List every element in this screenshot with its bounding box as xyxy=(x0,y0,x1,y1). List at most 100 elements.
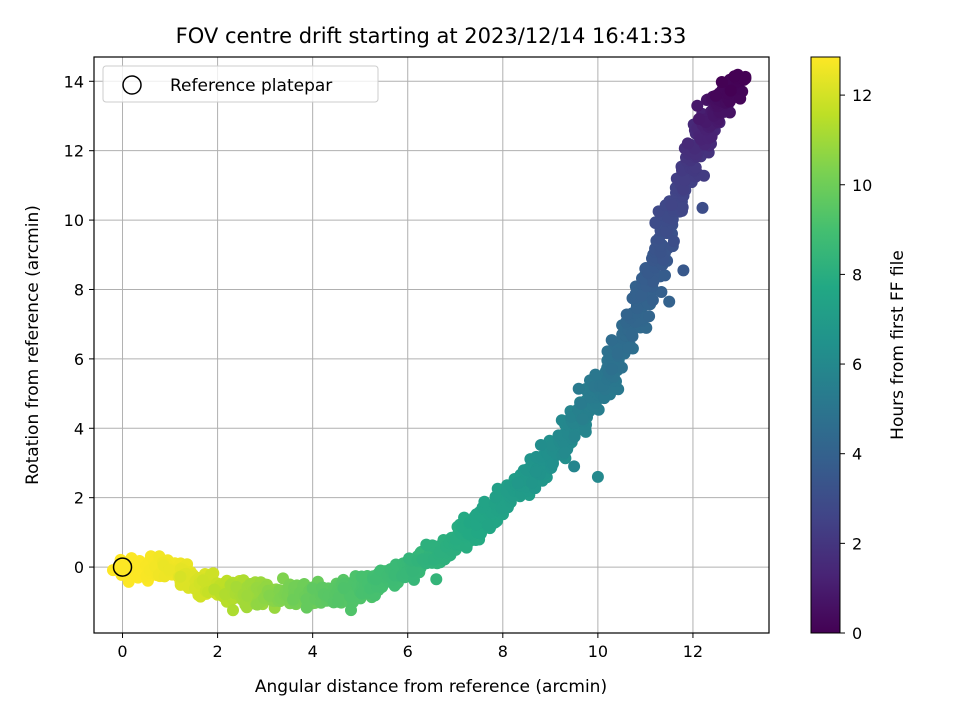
y-tick-label: 10 xyxy=(64,211,84,230)
data-point xyxy=(163,563,176,576)
y-tick-label: 2 xyxy=(74,489,84,508)
data-point xyxy=(227,604,239,617)
data-point xyxy=(724,84,737,97)
data-point xyxy=(643,310,656,323)
colorbar-tick-label: 8 xyxy=(852,265,862,284)
data-point xyxy=(420,538,433,551)
y-axis: 0 2 4 6 8 10 12 14 xyxy=(64,72,94,577)
data-point xyxy=(306,582,319,595)
data-point xyxy=(481,519,494,532)
colorbar-tick-label: 2 xyxy=(852,534,862,553)
data-point xyxy=(337,582,350,595)
data-point xyxy=(665,199,678,211)
data-point xyxy=(677,264,690,277)
data-point xyxy=(693,113,705,125)
data-point xyxy=(208,583,221,596)
data-point xyxy=(205,568,217,581)
x-axis: 0 2 4 6 8 10 12 xyxy=(117,633,703,661)
x-tick-label: 6 xyxy=(403,642,413,661)
data-point xyxy=(681,137,694,150)
data-point xyxy=(589,368,602,381)
data-point xyxy=(534,439,547,451)
chart-title: FOV centre drift starting at 2023/12/14 … xyxy=(176,24,687,48)
data-point xyxy=(715,76,728,88)
data-point xyxy=(655,286,668,298)
data-point xyxy=(576,413,589,426)
data-point xyxy=(511,477,524,489)
x-tick-label: 4 xyxy=(308,642,318,661)
data-point xyxy=(709,89,722,102)
data-point xyxy=(635,289,648,302)
data-point xyxy=(598,392,611,405)
data-point xyxy=(622,342,635,354)
data-point xyxy=(728,70,741,83)
colorbar-tick-label: 6 xyxy=(852,355,862,374)
x-tick-label: 10 xyxy=(588,642,608,661)
data-point xyxy=(547,457,559,470)
data-point xyxy=(572,382,585,395)
data-point xyxy=(478,495,491,508)
colorbar-ticks: 0 2 4 6 8 10 12 xyxy=(840,86,872,643)
colorbar-tick-label: 0 xyxy=(852,624,862,643)
plot-frame xyxy=(93,56,770,634)
data-point xyxy=(230,580,243,593)
data-point xyxy=(568,430,581,443)
data-point xyxy=(529,465,542,478)
data-point xyxy=(174,570,187,583)
colorbar-tick-label: 4 xyxy=(852,445,862,464)
data-point xyxy=(647,275,660,288)
data-point xyxy=(676,201,689,214)
data-point xyxy=(430,573,443,586)
legend-label: Reference platepar xyxy=(170,76,332,96)
data-point xyxy=(677,183,690,196)
x-tick-label: 2 xyxy=(212,642,222,661)
data-point xyxy=(491,482,504,495)
data-point xyxy=(462,527,475,540)
data-point xyxy=(558,446,571,459)
data-point xyxy=(615,361,628,374)
data-point xyxy=(696,201,709,214)
colorbar-label: Hours from first FF file xyxy=(888,250,908,440)
data-point xyxy=(333,591,345,604)
data-point xyxy=(667,235,680,248)
x-tick-label: 12 xyxy=(683,642,703,661)
data-point xyxy=(691,99,704,112)
data-point xyxy=(568,460,581,473)
x-tick-label: 8 xyxy=(498,642,508,661)
data-point xyxy=(345,604,357,617)
y-tick-label: 0 xyxy=(74,558,84,577)
x-tick-label: 0 xyxy=(117,642,127,661)
data-point xyxy=(605,363,618,376)
data-point xyxy=(241,589,254,602)
data-point xyxy=(625,328,638,341)
data-point xyxy=(526,476,538,489)
data-point xyxy=(300,601,313,614)
data-point xyxy=(659,269,671,282)
colorbar-tick-label: 10 xyxy=(852,176,872,195)
data-point xyxy=(649,217,662,229)
data-point xyxy=(646,294,659,307)
data-point xyxy=(611,347,624,360)
x-axis-label: Angular distance from reference (arcmin) xyxy=(255,677,607,697)
reference-platepar-marker xyxy=(112,557,133,577)
data-point xyxy=(678,174,691,187)
y-axis-label: Rotation from reference (arcmin) xyxy=(23,205,43,485)
data-point xyxy=(734,92,747,105)
colorbar-gradient xyxy=(810,56,841,634)
data-point xyxy=(605,334,618,347)
y-tick-label: 4 xyxy=(74,419,84,438)
y-tick-label: 14 xyxy=(64,72,84,91)
y-tick-label: 12 xyxy=(64,142,84,161)
y-tick-label: 8 xyxy=(74,280,84,299)
legend-box xyxy=(102,65,379,103)
colorbar: 0 2 4 6 8 10 12 Hours from first FF file xyxy=(810,56,908,643)
y-tick-label: 6 xyxy=(74,350,84,369)
data-point xyxy=(406,565,419,578)
data-point xyxy=(663,295,676,308)
legend-open-circle-icon xyxy=(122,75,142,95)
data-point xyxy=(591,470,604,483)
colorbar-tick-label: 12 xyxy=(852,86,872,105)
data-point xyxy=(620,308,633,321)
data-points xyxy=(107,68,752,617)
